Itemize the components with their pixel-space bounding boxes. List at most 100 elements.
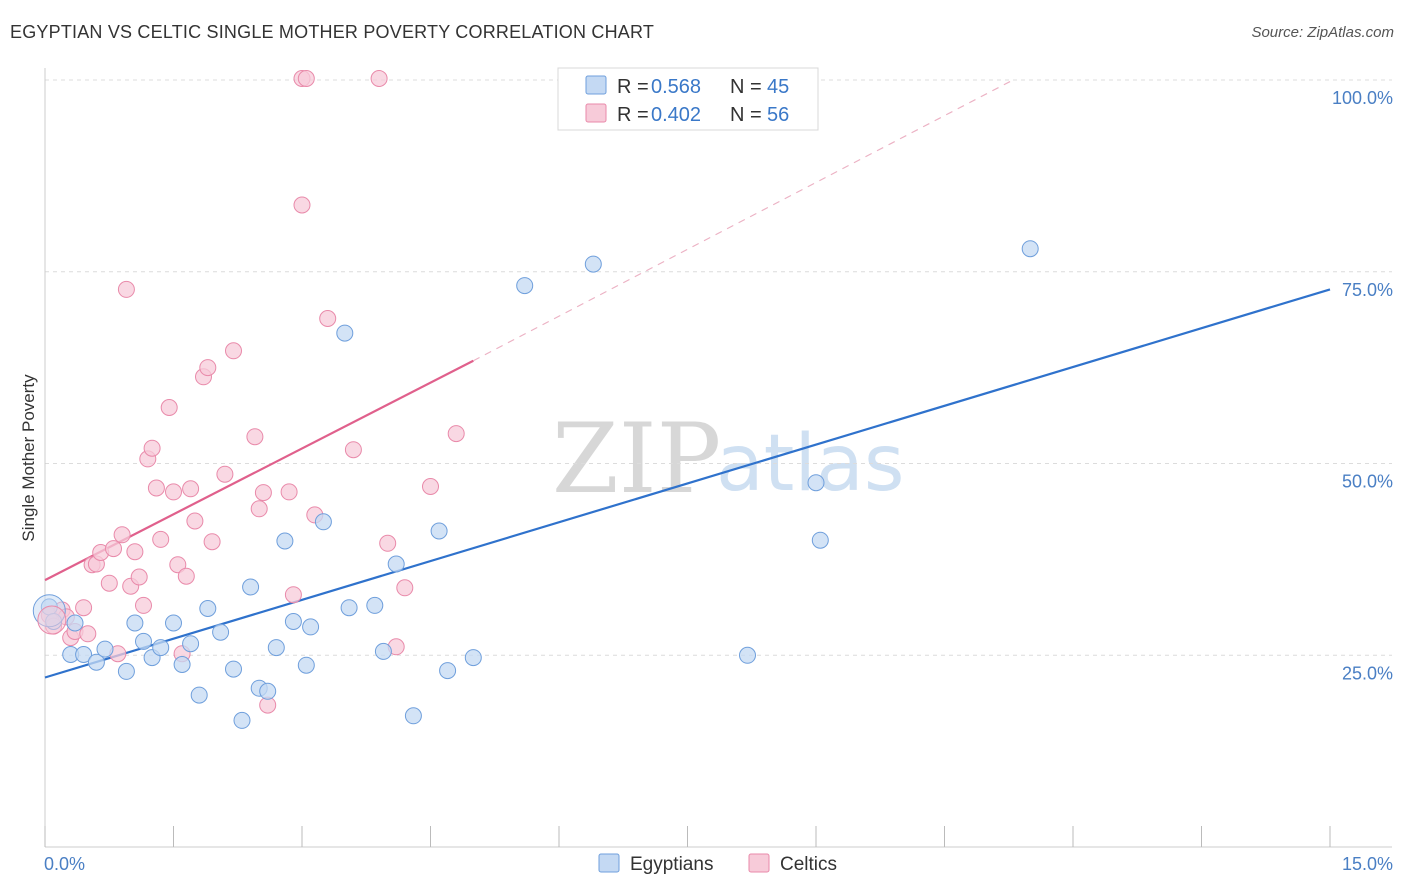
point-celtics: [280, 483, 298, 501]
legend-r-value-celtics: 0.402: [651, 104, 701, 126]
point-celtics: [293, 196, 311, 214]
bottom-legend-swatch-egyptians: [598, 853, 620, 873]
point-egyptians: [430, 522, 448, 540]
point-egyptians: [190, 686, 208, 704]
point-egyptians: [126, 614, 144, 632]
point-egyptians: [75, 646, 93, 663]
point-celtics: [250, 500, 268, 518]
point-egyptians: [199, 600, 217, 617]
point-egyptians: [242, 578, 260, 596]
point-egyptians: [807, 474, 825, 492]
point-celtics: [216, 465, 234, 483]
y-tick-label: 100.0%: [1332, 88, 1393, 108]
point-egyptians: [1021, 240, 1039, 258]
legend-n-value-egyptians: 45: [767, 76, 789, 98]
point-celtics: [135, 596, 152, 614]
axes: [44, 68, 1392, 848]
trend-lines: [44, 79, 1331, 679]
point-egyptians: [387, 555, 405, 573]
point-celtics: [246, 428, 264, 446]
point-egyptians: [404, 707, 422, 725]
point-egyptians: [297, 656, 315, 674]
point-egyptians: [811, 531, 829, 549]
legend: R = 0.568 N = 45 R = 0.402 N = 56: [557, 67, 819, 131]
legend-n-value-celtics: 56: [767, 104, 789, 126]
point-celtics: [396, 579, 414, 597]
point-egyptians: [66, 614, 84, 632]
point-celtics: [169, 556, 187, 574]
x-tick-labels: 0.0% 15.0%: [44, 854, 1393, 874]
point-egyptians: [212, 623, 230, 641]
chart-title: EGYPTIAN VS CELTIC SINGLE MOTHER POVERTY…: [10, 22, 655, 42]
point-celtics: [297, 70, 315, 87]
legend-swatch-egyptians: [585, 75, 607, 95]
trend-line-celtics-extension: [473, 79, 1014, 362]
point-celtics: [370, 70, 388, 87]
bottom-legend: Egyptians Celtics: [598, 853, 837, 875]
point-celtics: [160, 399, 178, 416]
point-celtics: [177, 567, 195, 585]
point-egyptians: [276, 532, 294, 550]
point-egyptians: [336, 324, 354, 342]
legend-n-label-celtics: N =: [730, 104, 762, 126]
point-egyptians: [233, 711, 251, 729]
point-egyptians: [152, 639, 170, 657]
point-egyptians: [135, 632, 152, 650]
point-celtics: [105, 540, 122, 558]
y-tick-label: 75.0%: [1342, 280, 1393, 300]
legend-r-value-egyptians: 0.568: [651, 76, 701, 98]
point-egyptians: [173, 656, 191, 673]
point-egyptians: [182, 635, 200, 653]
point-celtics: [152, 530, 170, 548]
point-celtics: [113, 526, 131, 544]
bottom-legend-egyptians: Egyptians: [630, 854, 713, 875]
point-egyptians: [284, 613, 302, 630]
point-egyptians: [739, 646, 756, 664]
legend-n-label-egyptians: N =: [730, 76, 762, 98]
bottom-legend-swatch-celtics: [748, 853, 770, 873]
point-egyptians: [374, 642, 392, 660]
watermark-atlas: atlas: [716, 419, 905, 509]
point-celtics: [182, 480, 200, 498]
legend-r-label-egyptians: R =: [617, 76, 649, 98]
source-label: Source: ZipAtlas.com: [1251, 24, 1394, 41]
point-egyptians: [516, 277, 534, 295]
x-tick-label: 0.0%: [44, 854, 85, 874]
point-celtics: [165, 483, 182, 501]
point-celtics: [147, 479, 165, 497]
point-egyptians: [165, 614, 182, 632]
point-celtics: [130, 568, 148, 586]
point-egyptians: [464, 649, 482, 667]
point-celtics: [117, 280, 135, 298]
point-celtics: [100, 574, 118, 592]
point-egyptians: [259, 682, 277, 700]
point-egyptians: [366, 596, 384, 614]
point-egyptians: [87, 653, 105, 671]
point-celtics: [379, 534, 397, 552]
point-celtics: [319, 310, 337, 327]
point-celtics: [254, 484, 272, 502]
point-celtics: [225, 342, 242, 360]
y-tick-label: 25.0%: [1342, 663, 1393, 683]
y-axis-label: Single Mother Poverty: [19, 374, 38, 542]
point-celtics: [143, 439, 161, 457]
data-points: [32, 70, 1039, 729]
gridlines: [45, 79, 1392, 656]
trend-line-egyptians: [44, 288, 1331, 679]
point-celtics: [422, 478, 439, 495]
point-egyptians: [340, 599, 358, 617]
point-celtics: [75, 599, 93, 617]
point-celtics-cluster: [37, 605, 67, 635]
x-tick-label: 15.0%: [1342, 854, 1393, 874]
point-celtics: [186, 512, 204, 530]
bottom-legend-celtics: Celtics: [780, 854, 837, 875]
point-celtics: [203, 533, 221, 551]
point-egyptians: [314, 513, 332, 531]
legend-swatch-celtics: [585, 103, 607, 123]
legend-r-label-celtics: R =: [617, 104, 649, 126]
point-egyptians: [117, 662, 135, 680]
y-tick-label: 50.0%: [1342, 472, 1393, 492]
point-celtics: [199, 359, 217, 377]
point-celtics: [284, 586, 302, 604]
watermark-zip: ZIP: [552, 403, 721, 515]
